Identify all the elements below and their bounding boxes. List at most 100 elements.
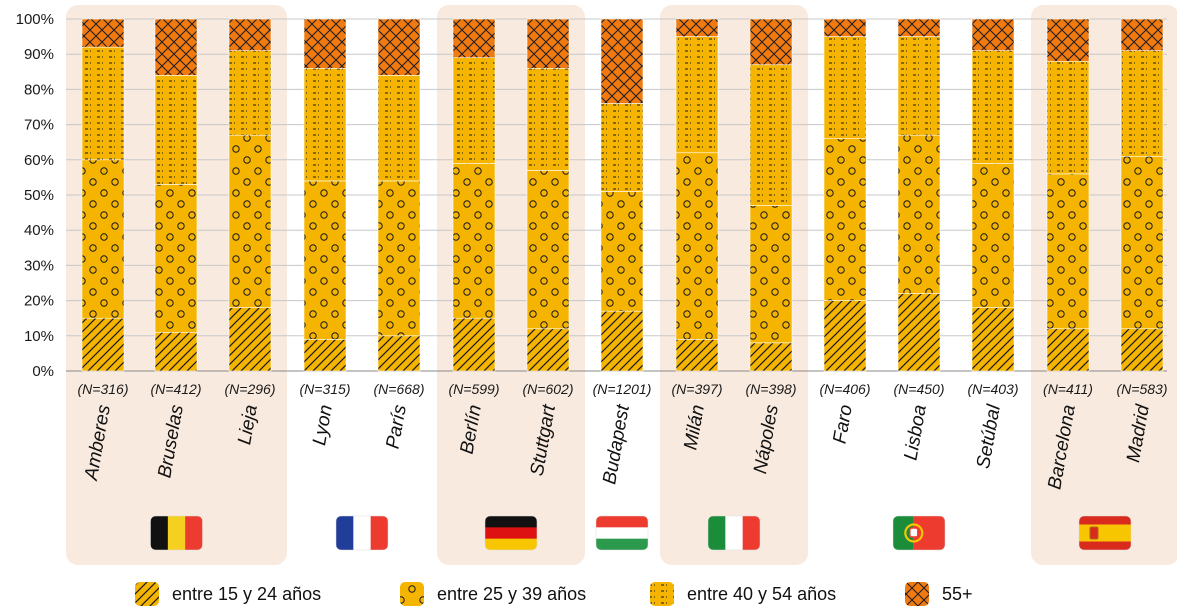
bar-segment-faro-s1 bbox=[823, 138, 867, 301]
y-tick-label: 50% bbox=[24, 187, 54, 204]
category-label-faro: Faro bbox=[829, 403, 856, 445]
bar-segment-stuttgart-s1 bbox=[526, 170, 570, 330]
sample-size-label: (N=397) bbox=[672, 381, 723, 397]
legend-label: 55+ bbox=[942, 584, 973, 604]
sample-size-label: (N=668) bbox=[374, 381, 425, 397]
y-tick-label: 90% bbox=[24, 46, 54, 63]
flag-portugal-icon bbox=[892, 515, 946, 551]
y-tick-label: 40% bbox=[24, 222, 54, 239]
flag-italy-icon bbox=[707, 515, 761, 551]
legend-label: entre 40 y 54 años bbox=[687, 584, 836, 604]
category-label-lyon: Lyon bbox=[309, 403, 337, 447]
bar-segment-budapest-s2 bbox=[600, 103, 644, 192]
bar-segment-lyon-s1 bbox=[303, 180, 347, 340]
bar-segment-berlín-s1 bbox=[452, 163, 496, 319]
sample-size-label: (N=398) bbox=[746, 381, 797, 397]
bar-segment-nápoles-s2 bbox=[749, 64, 793, 206]
bar-segment-bruselas-s0 bbox=[154, 331, 198, 372]
y-tick-label: 30% bbox=[24, 257, 54, 274]
y-tick-label: 10% bbox=[24, 328, 54, 345]
flag-belgium-icon bbox=[150, 515, 203, 551]
bar-segment-lisboa-s0 bbox=[897, 293, 941, 372]
bar-segment-parís-s2 bbox=[377, 75, 421, 182]
bar-segment-stuttgart-s0 bbox=[526, 328, 570, 372]
bar-segment-parís-s0 bbox=[377, 335, 421, 372]
bar-segment-setúbal-s1 bbox=[971, 163, 1015, 308]
bar-segment-berlín-s3 bbox=[452, 18, 496, 59]
flag-france-icon bbox=[335, 515, 389, 551]
bar-segment-barcelona-s1 bbox=[1046, 173, 1090, 330]
bar-segment-parís-s3 bbox=[377, 18, 421, 76]
bar-segment-berlín-s0 bbox=[452, 317, 496, 372]
sample-size-label: (N=412) bbox=[151, 381, 202, 397]
bar-segment-nápoles-s0 bbox=[749, 342, 793, 372]
y-tick-label: 80% bbox=[24, 81, 54, 98]
bar-segment-nápoles-s3 bbox=[749, 18, 793, 66]
y-tick-label: 70% bbox=[24, 117, 54, 134]
category-label-parís: París bbox=[383, 403, 411, 451]
bar-segment-barcelona-s0 bbox=[1046, 328, 1090, 372]
category-label-lisboa: Lisboa bbox=[901, 403, 931, 462]
bar-segment-madrid-s0 bbox=[1120, 328, 1164, 372]
bar-segment-budapest-s1 bbox=[600, 191, 644, 312]
legend-swatch-circles bbox=[400, 582, 424, 606]
bar-segment-berlín-s2 bbox=[452, 57, 496, 164]
bar-segment-madrid-s2 bbox=[1120, 50, 1164, 157]
legend-swatch-crosshatch bbox=[905, 582, 929, 606]
sample-size-label: (N=602) bbox=[523, 381, 574, 397]
bar-segment-bruselas-s2 bbox=[154, 75, 198, 185]
sample-size-label: (N=450) bbox=[894, 381, 945, 397]
bar-segment-amberes-s0 bbox=[81, 317, 125, 372]
bar-segment-faro-s2 bbox=[823, 36, 867, 139]
bar-segment-barcelona-s2 bbox=[1046, 60, 1090, 175]
legend-swatch-diagonal-lines bbox=[135, 582, 159, 606]
sample-size-label: (N=315) bbox=[300, 381, 351, 397]
bar-segment-madrid-s3 bbox=[1120, 18, 1164, 51]
bar-segment-parís-s1 bbox=[377, 180, 421, 337]
sample-size-label: (N=406) bbox=[820, 381, 871, 397]
bar-segment-lyon-s3 bbox=[303, 18, 347, 69]
bar-segment-barcelona-s3 bbox=[1046, 18, 1090, 62]
bar-segment-stuttgart-s2 bbox=[526, 67, 570, 171]
y-tick-label: 0% bbox=[32, 363, 54, 380]
bar-segment-faro-s3 bbox=[823, 18, 867, 37]
bar-segment-lieja-s2 bbox=[228, 50, 272, 136]
bar-segment-lieja-s0 bbox=[228, 307, 272, 372]
bar-segment-lieja-s3 bbox=[228, 18, 272, 51]
bar-segment-amberes-s1 bbox=[81, 159, 125, 319]
sample-size-label: (N=583) bbox=[1117, 381, 1168, 397]
bar-segment-bruselas-s1 bbox=[154, 184, 198, 333]
category-label-setúbal: Setúbal bbox=[973, 402, 1005, 470]
sample-size-label: (N=316) bbox=[78, 381, 129, 397]
bar-segment-budapest-s3 bbox=[600, 18, 644, 104]
bar-segment-nápoles-s1 bbox=[749, 205, 793, 344]
legend-swatch-dashes bbox=[650, 582, 674, 606]
flag-spain-icon bbox=[1078, 515, 1132, 551]
flag-germany-icon bbox=[484, 515, 538, 551]
legend-label: entre 25 y 39 años bbox=[437, 584, 586, 604]
bar-segment-milán-s2 bbox=[675, 36, 719, 154]
bar-segment-amberes-s3 bbox=[81, 18, 125, 48]
bar-segment-lisboa-s2 bbox=[897, 36, 941, 136]
sample-size-label: (N=599) bbox=[449, 381, 500, 397]
bar-segment-madrid-s1 bbox=[1120, 155, 1164, 330]
y-tick-label: 20% bbox=[24, 293, 54, 310]
bar-segment-budapest-s0 bbox=[600, 310, 644, 372]
bar-segment-lisboa-s1 bbox=[897, 134, 941, 294]
y-tick-label: 60% bbox=[24, 152, 54, 169]
sample-size-label: (N=1201) bbox=[593, 381, 652, 397]
legend-label: entre 15 y 24 años bbox=[172, 584, 321, 604]
bar-segment-faro-s0 bbox=[823, 300, 867, 372]
bar-segment-stuttgart-s3 bbox=[526, 18, 570, 69]
category-label-budapest: Budapest bbox=[599, 403, 634, 486]
bar-segment-milán-s1 bbox=[675, 152, 719, 340]
bar-segment-milán-s0 bbox=[675, 339, 719, 372]
bar-segment-milán-s3 bbox=[675, 18, 719, 37]
bar-segment-setúbal-s2 bbox=[971, 50, 1015, 164]
bar-segment-setúbal-s3 bbox=[971, 18, 1015, 51]
flag-hungary-icon bbox=[595, 515, 649, 551]
sample-size-label: (N=411) bbox=[1043, 381, 1093, 397]
bar-segment-amberes-s2 bbox=[81, 46, 125, 161]
bar-segment-lyon-s2 bbox=[303, 67, 347, 182]
